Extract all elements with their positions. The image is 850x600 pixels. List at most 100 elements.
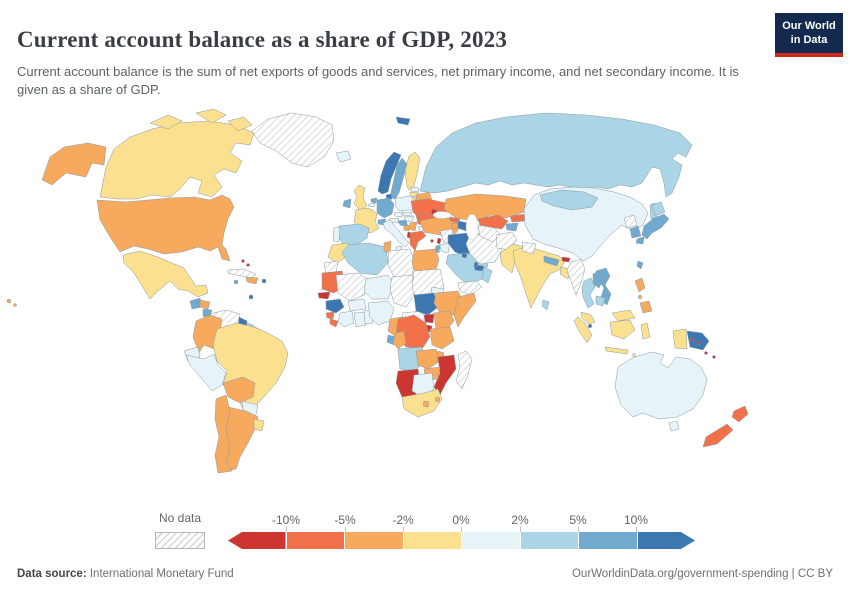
country-mexico[interactable] <box>122 250 209 300</box>
country-somalia[interactable] <box>453 292 477 328</box>
country-ghana[interactable] <box>353 311 367 328</box>
country-cambodia[interactable] <box>595 295 606 307</box>
country-netherlands[interactable] <box>370 197 378 204</box>
country-norway[interactable] <box>377 151 402 195</box>
country-indonesia[interactable] <box>604 346 629 355</box>
country-japan[interactable] <box>635 236 645 245</box>
country-philippines[interactable] <box>639 300 653 314</box>
country-uzbekistan[interactable] <box>477 214 509 230</box>
country-greenland[interactable] <box>251 112 335 168</box>
country-south-sudan[interactable] <box>413 292 439 316</box>
country-madagascar[interactable] <box>455 350 473 390</box>
country-svalbard[interactable] <box>395 116 411 126</box>
country-indonesia[interactable] <box>640 322 651 340</box>
country-slovakia[interactable] <box>401 211 413 217</box>
country-oman[interactable] <box>481 266 493 284</box>
country-burkina-faso[interactable] <box>347 298 367 312</box>
country-congo[interactable] <box>392 330 407 350</box>
country-senegal[interactable] <box>317 291 331 300</box>
country-chile[interactable] <box>214 394 233 474</box>
country-serbia[interactable] <box>408 221 418 232</box>
legend-bin-swatch[interactable] <box>461 532 520 549</box>
country-poland[interactable] <box>394 195 416 212</box>
country-cuba[interactable] <box>227 268 257 279</box>
country-philippines[interactable] <box>634 277 646 293</box>
country-south-korea[interactable] <box>629 225 642 239</box>
country-solomon-islands[interactable] <box>690 338 694 342</box>
country-hispaniola[interactable] <box>245 276 259 285</box>
country-spain[interactable] <box>336 223 370 247</box>
country-uganda[interactable] <box>423 313 435 324</box>
country-guinea[interactable] <box>325 298 345 314</box>
country-finland[interactable] <box>404 151 421 191</box>
country-germany[interactable] <box>376 197 395 219</box>
country-zambia[interactable] <box>415 348 441 370</box>
country-australia[interactable] <box>614 351 708 420</box>
country-russia[interactable] <box>419 112 693 198</box>
country-lesotho[interactable] <box>422 400 430 408</box>
country-liberia[interactable] <box>329 318 339 328</box>
country-canada[interactable] <box>99 120 255 200</box>
legend-bin-swatch[interactable] <box>228 532 286 549</box>
no-data-swatch[interactable] <box>155 532 205 549</box>
country-qatar[interactable] <box>473 261 479 268</box>
legend-bin-swatch[interactable] <box>637 532 696 549</box>
country-myanmar[interactable] <box>566 258 586 296</box>
country-indonesia[interactable] <box>632 353 636 357</box>
legend-bin-swatch[interactable] <box>519 532 578 549</box>
country-singapore[interactable] <box>587 323 593 329</box>
license-link[interactable]: OurWorldinData.org/government-spending |… <box>571 568 833 580</box>
country-indonesia[interactable] <box>672 328 688 350</box>
country-lebanon[interactable] <box>436 237 442 245</box>
country-india[interactable] <box>512 245 566 309</box>
country-tanzania[interactable] <box>429 326 455 350</box>
country-nepal[interactable] <box>543 255 560 267</box>
country-portugal[interactable] <box>332 226 341 243</box>
country-libya[interactable] <box>387 248 415 280</box>
country-estonia[interactable] <box>410 186 420 193</box>
legend-bin-swatch[interactable] <box>402 532 461 549</box>
country-usa[interactable] <box>13 303 17 307</box>
country-papua-new-guinea[interactable] <box>686 330 710 351</box>
country-sierra-leone[interactable] <box>325 311 335 320</box>
country-kazakhstan[interactable] <box>443 193 527 222</box>
country-new-zealand[interactable] <box>702 423 734 448</box>
owid-logo[interactable]: Our World in Data <box>775 13 843 57</box>
country-usa[interactable] <box>96 194 235 262</box>
country-niger[interactable] <box>363 274 395 300</box>
country-vanuatu-fiji[interactable] <box>712 355 716 359</box>
world-map[interactable] <box>0 105 850 505</box>
country-sri-lanka[interactable] <box>541 299 550 311</box>
country-azerbaijan[interactable] <box>457 220 469 232</box>
country-bosnia[interactable] <box>403 224 411 232</box>
country-cyprus[interactable] <box>430 239 434 243</box>
country-kyrgyzstan[interactable] <box>509 213 527 223</box>
country-ireland[interactable] <box>342 198 352 209</box>
country-canada[interactable] <box>227 116 253 132</box>
country-south-africa[interactable] <box>401 388 443 418</box>
country-puerto-rico[interactable] <box>261 278 267 284</box>
country-jordan[interactable] <box>439 242 451 254</box>
country-bhutan[interactable] <box>561 256 571 263</box>
country-canada[interactable] <box>149 114 183 130</box>
country-malaysia[interactable] <box>611 309 636 322</box>
country-peru[interactable] <box>185 353 227 392</box>
country-bahamas[interactable] <box>246 263 250 267</box>
country-chad[interactable] <box>389 274 415 308</box>
country-vanuatu-fiji[interactable] <box>704 351 708 355</box>
country-mozambique[interactable] <box>433 354 457 396</box>
country-hungary[interactable] <box>403 215 415 223</box>
country-bahamas[interactable] <box>241 259 245 263</box>
country-kuwait[interactable] <box>461 252 468 259</box>
legend-bin-swatch[interactable] <box>344 532 403 549</box>
country-algeria[interactable] <box>341 242 389 276</box>
country-kashmir[interactable] <box>521 241 537 255</box>
country-eswatini[interactable] <box>434 396 441 403</box>
country-italy[interactable] <box>382 219 410 248</box>
country-usa[interactable] <box>41 142 107 186</box>
country-armenia[interactable] <box>451 222 459 230</box>
country-ivory-coast[interactable] <box>337 310 355 328</box>
country-mongolia[interactable] <box>539 189 599 211</box>
country-canada[interactable] <box>195 108 227 124</box>
country-usa[interactable] <box>6 298 12 304</box>
